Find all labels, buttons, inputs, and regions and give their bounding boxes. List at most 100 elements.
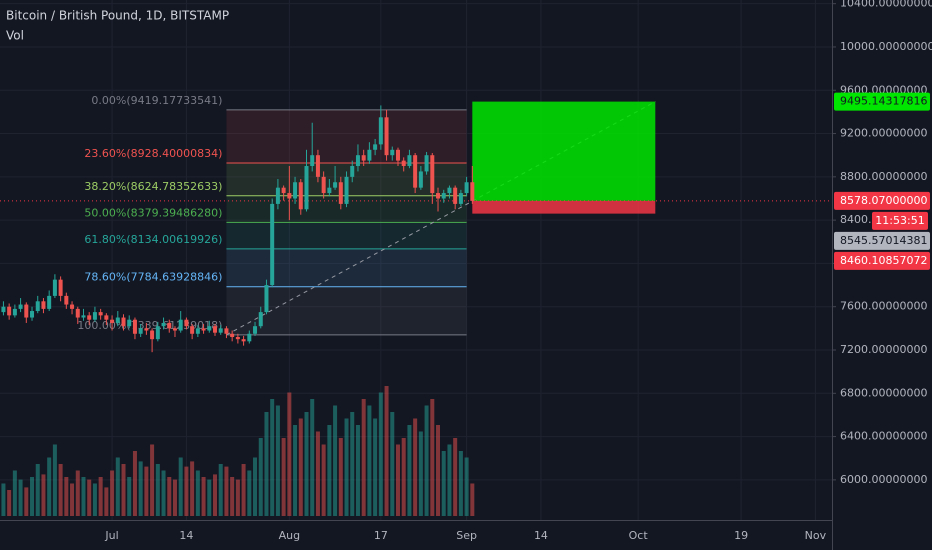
volume-bar <box>458 451 463 516</box>
volume-bar <box>184 466 189 516</box>
candle-body <box>155 326 160 340</box>
volume-bar <box>287 392 292 516</box>
candle-body <box>270 203 275 286</box>
candle-body <box>453 187 458 204</box>
candle-body <box>470 182 475 201</box>
fib-label: 50.00%(8379.39486280) <box>84 206 222 219</box>
candle-body <box>287 193 292 199</box>
candle-body <box>447 187 452 194</box>
candle-body <box>384 117 389 156</box>
candle-body <box>361 155 366 161</box>
candle-body <box>7 306 12 316</box>
fib-label: 100.00%(7339.61239018) <box>77 319 222 332</box>
candle-body <box>373 144 378 150</box>
candle-body <box>218 328 223 333</box>
volume-bar <box>70 483 75 516</box>
y-tick-label: 6800.00000000 <box>840 386 927 399</box>
candle-body <box>150 330 155 340</box>
candle-body <box>407 155 412 167</box>
candle-body <box>378 117 383 145</box>
y-tick-label: 10000.00000000 <box>840 40 932 53</box>
volume-bar <box>281 438 286 516</box>
volume-bar <box>195 470 200 516</box>
candle-body <box>338 182 343 204</box>
candle-body <box>190 326 195 334</box>
volume-bar <box>258 438 263 516</box>
candle-body <box>247 333 252 342</box>
candle-body <box>70 304 75 309</box>
candle-body <box>333 182 338 188</box>
candle-body <box>241 339 246 342</box>
candle-body <box>464 182 469 194</box>
volume-bar <box>75 470 80 516</box>
candle-body <box>458 193 463 204</box>
candle-body <box>264 285 269 313</box>
fib-band <box>226 109 467 163</box>
volume-bar <box>401 438 406 516</box>
volume-label: Vol <box>6 29 24 43</box>
candle-body <box>87 315 92 320</box>
x-tick-label: Oct <box>629 529 649 542</box>
candle-body <box>344 176 349 204</box>
volume-bar <box>327 425 332 516</box>
volume-bar <box>275 405 280 516</box>
y-tick-label: 7600.00000000 <box>840 300 927 313</box>
candle-body <box>298 182 303 210</box>
y-tick-label: 9200.00000000 <box>840 127 927 140</box>
candle-body <box>132 319 137 334</box>
volume-bar <box>407 425 412 516</box>
x-tick-label: Nov <box>805 529 827 542</box>
volume-bar <box>235 479 240 516</box>
candle-body <box>281 187 286 194</box>
volume-bar <box>190 461 195 516</box>
volume-bar <box>464 457 469 516</box>
x-tick-label: 17 <box>374 529 388 542</box>
candle-body <box>110 319 115 323</box>
fib-band <box>226 222 467 249</box>
candle-body <box>327 187 332 194</box>
candle-body <box>230 333 235 338</box>
volume-bar <box>172 479 177 516</box>
volume-bar <box>213 474 218 516</box>
candle-body <box>161 322 166 327</box>
volume-bar <box>104 487 109 516</box>
volume-bar <box>270 399 275 516</box>
volume-bar <box>35 464 40 516</box>
candle-body <box>367 149 372 161</box>
x-tick-label: 19 <box>734 529 748 542</box>
y-tick-label: 10400.00000000 <box>840 0 932 10</box>
volume-bar <box>321 444 326 516</box>
candle-body <box>401 160 406 167</box>
candle-body <box>104 315 109 320</box>
y-tick-label: 8800.00000000 <box>840 170 927 183</box>
candle-body <box>213 326 218 333</box>
fib-label: 0.00%(9419.17733541) <box>91 94 222 107</box>
price-tag <box>834 251 930 270</box>
volume-bar <box>18 479 23 516</box>
y-tick-label: 7200.00000000 <box>840 343 927 356</box>
volume-bar <box>253 457 258 516</box>
fib-band <box>226 286 467 335</box>
candle-body <box>315 155 320 177</box>
candle-body <box>127 319 132 327</box>
candle-body <box>253 326 258 334</box>
candle-body <box>121 317 126 327</box>
candle-body <box>92 312 97 320</box>
volume-bar <box>264 412 269 516</box>
candle-body <box>35 301 40 312</box>
volume-bar <box>350 412 355 516</box>
volume-bar <box>178 457 183 516</box>
profit-zone <box>472 101 656 201</box>
candle-body <box>418 171 423 188</box>
x-tick-label: 14 <box>534 529 548 542</box>
price-tag <box>834 231 930 250</box>
x-tick-label: Jul <box>104 529 118 542</box>
volume-bar <box>47 457 52 516</box>
volume-bar <box>155 464 160 516</box>
volume-bar <box>361 399 366 516</box>
volume-bar <box>161 470 166 516</box>
candle-body <box>64 295 69 305</box>
candle-body <box>30 311 35 318</box>
volume-bar <box>355 425 360 516</box>
candle-body <box>47 295 52 309</box>
